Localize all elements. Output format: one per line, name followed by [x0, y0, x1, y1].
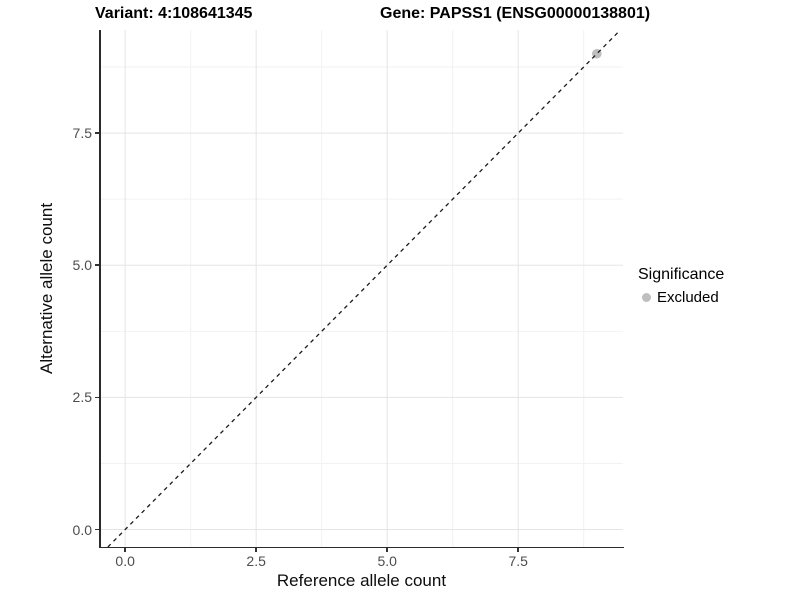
y-tick-mark — [95, 528, 99, 531]
identity-line — [107, 30, 621, 547]
x-tick-mark — [386, 548, 388, 552]
legend-dot-icon — [642, 293, 651, 302]
gene-title: Gene: PAPSS1 (ENSG00000138801) — [380, 5, 651, 22]
y-tick-mark — [95, 264, 99, 266]
legend-entry: Excluded — [638, 289, 724, 306]
x-tick-mark — [124, 548, 126, 552]
y-axis-title: Alternative allele count — [37, 202, 56, 375]
x-tick-label: 7.5 — [508, 553, 528, 569]
x-axis-line — [99, 546, 624, 548]
y-axis-line — [99, 30, 101, 548]
x-axis-title: Reference allele count — [276, 571, 447, 590]
x-tick-label: 0.0 — [115, 553, 135, 569]
plot-panel — [100, 30, 623, 547]
variant-title: Variant: 4:108641345 — [95, 5, 253, 22]
legend: Significance Excluded — [638, 266, 724, 306]
y-tick-label: 0.0 — [72, 521, 92, 538]
y-tick-mark — [95, 132, 99, 134]
x-tick-label: 2.5 — [246, 553, 266, 569]
x-tick-label: 5.0 — [377, 553, 397, 569]
x-tick-mark — [255, 548, 257, 552]
y-tick-label: 5.0 — [72, 257, 92, 274]
y-tick-label: 7.5 — [72, 125, 92, 142]
legend-title: Significance — [638, 266, 725, 283]
legend-entry-label: Excluded — [657, 289, 719, 306]
legend-entries: Excluded — [638, 289, 724, 306]
y-tick-label: 2.5 — [72, 389, 92, 406]
plot-canvas — [100, 30, 623, 547]
x-tick-mark — [517, 548, 519, 552]
y-tick-mark — [95, 396, 99, 399]
